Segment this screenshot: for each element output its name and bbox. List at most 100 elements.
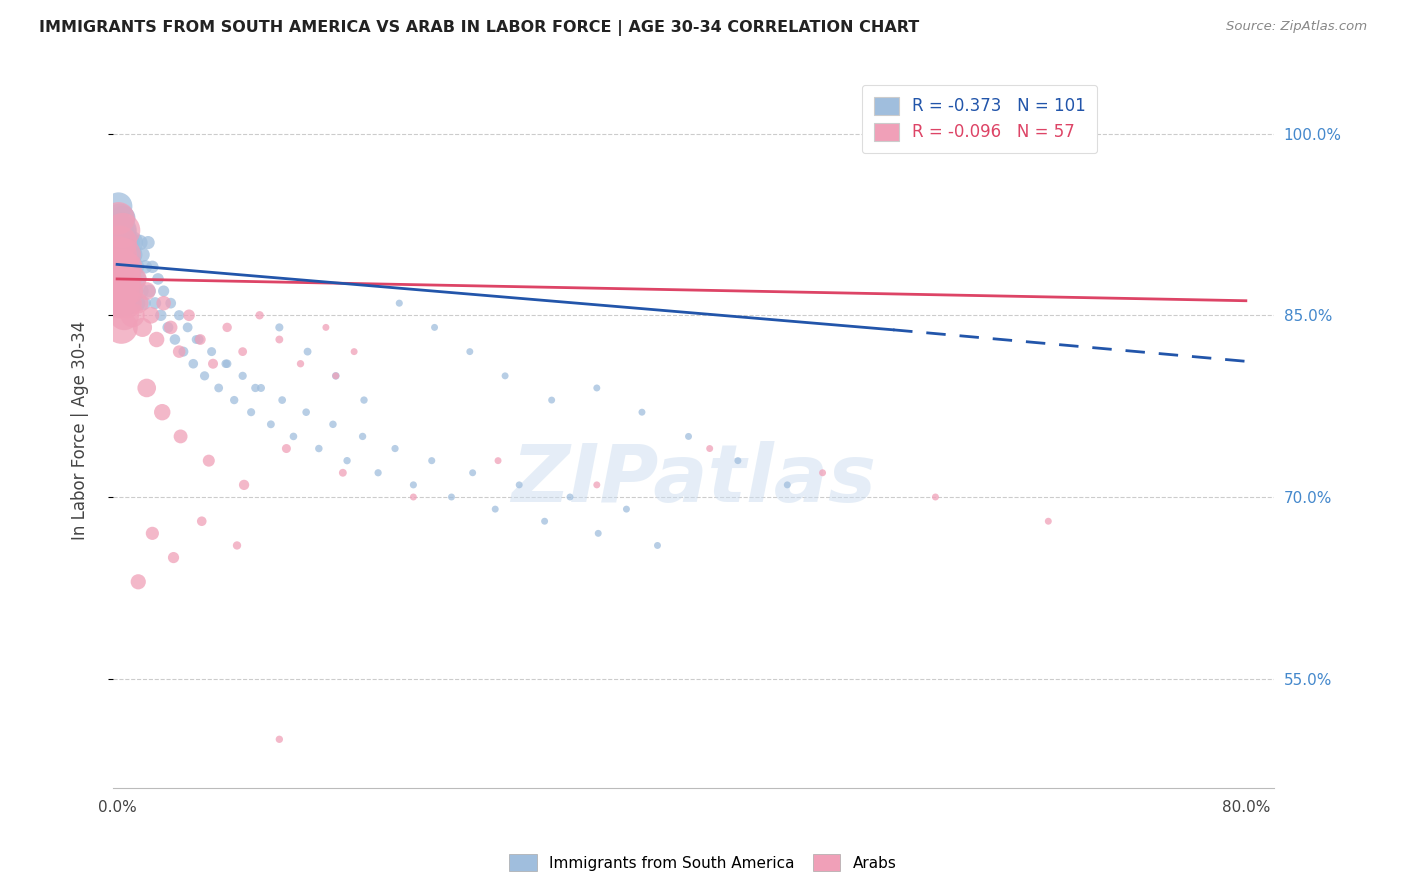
Point [297,344,319,359]
Point [127,574,149,589]
Point [494,368,516,383]
Point [440,490,463,504]
Point [508,478,530,492]
Point [240,405,263,419]
Point [423,320,446,334]
Point [811,466,834,480]
Point [172,344,194,359]
Point [136,235,159,250]
Point [232,344,254,359]
Point [276,442,298,456]
Text: IMMIGRANTS FROM SOUTH AMERICA VS ARAB IN LABOR FORCE | AGE 30-34 CORRELATION CHA: IMMIGRANTS FROM SOUTH AMERICA VS ARAB IN… [39,20,920,36]
Point [163,333,186,347]
Point [367,466,389,480]
Point [112,223,135,237]
Point [226,539,249,553]
Point [121,308,143,322]
Text: ZIPatlas: ZIPatlas [510,442,876,519]
Point [114,296,136,310]
Point [322,417,344,432]
Point [336,453,359,467]
Y-axis label: In Labor Force | Age 30-34: In Labor Force | Age 30-34 [72,321,89,540]
Point [124,272,146,286]
Point [112,248,135,262]
Point [352,429,374,443]
Point [245,381,267,395]
Point [388,296,411,310]
Point [343,344,366,359]
Point [141,260,163,274]
Point [208,381,231,395]
Point [458,344,481,359]
Point [111,223,134,237]
Point [332,466,354,480]
Point [384,442,406,456]
Point [107,211,129,226]
Point [108,235,131,250]
Point [111,272,134,286]
Point [135,284,157,298]
Point [217,320,239,334]
Point [110,248,132,262]
Point [118,296,141,310]
Point [108,260,131,274]
Point [131,248,153,262]
Point [402,478,425,492]
Point [108,272,131,286]
Point [121,248,143,262]
Point [233,478,256,492]
Point [141,526,163,541]
Point [108,235,131,250]
Point [187,333,209,347]
Point [107,284,129,298]
Point [1038,514,1060,528]
Point [118,284,141,298]
Point [146,272,169,286]
Point [108,211,131,226]
Point [193,368,215,383]
Legend: R = -0.373   N = 101, R = -0.096   N = 57: R = -0.373 N = 101, R = -0.096 N = 57 [862,85,1097,153]
Point [269,732,291,747]
Point [117,260,139,274]
Point [110,223,132,237]
Point [290,357,312,371]
Point [150,405,173,419]
Point [120,272,142,286]
Point [127,272,149,286]
Point [125,296,148,310]
Point [250,381,273,395]
Point [181,357,204,371]
Point [540,393,562,408]
Point [283,429,305,443]
Point [325,368,347,383]
Point [152,284,174,298]
Point [202,357,225,371]
Point [108,296,131,310]
Point [631,405,654,419]
Point [585,478,607,492]
Point [325,368,347,383]
Point [122,284,145,298]
Point [249,308,271,322]
Point [115,296,138,310]
Point [159,296,181,310]
Point [647,539,669,553]
Point [159,320,181,334]
Point [190,514,212,528]
Point [176,320,198,334]
Point [152,296,174,310]
Point [167,308,190,322]
Point [167,344,190,359]
Point [108,272,131,286]
Point [260,417,283,432]
Point [132,296,155,310]
Point [117,284,139,298]
Point [114,272,136,286]
Point [115,235,138,250]
Point [115,272,138,286]
Point [112,308,135,322]
Point [135,381,157,395]
Point [107,272,129,286]
Point [586,526,609,541]
Point [420,453,443,467]
